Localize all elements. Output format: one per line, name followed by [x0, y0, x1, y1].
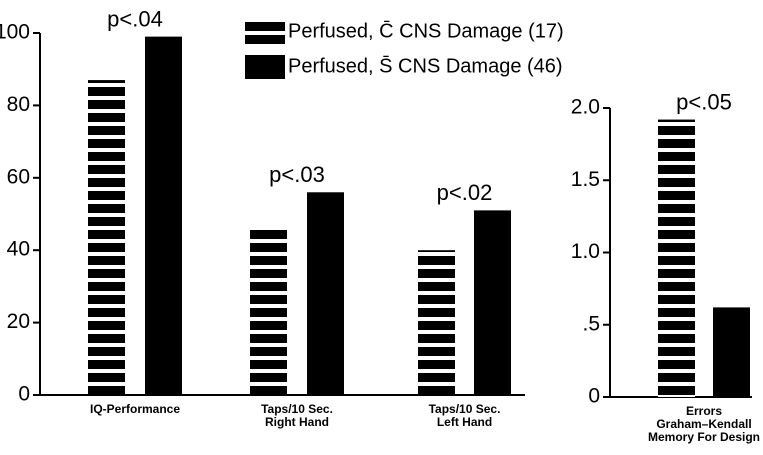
- legend-label: Perfused, S̄ CNS Damage (46): [288, 54, 563, 77]
- annotation: p<.03: [269, 162, 325, 187]
- x-tick-label: Graham–Kendall: [656, 417, 751, 431]
- legend-swatch: [245, 20, 285, 44]
- x-tick-label: Taps/10 Sec.: [429, 402, 501, 416]
- y-tick-label: 1.0: [571, 240, 600, 263]
- y-tick-label: 100: [0, 21, 30, 44]
- annotation: p<.02: [437, 180, 493, 205]
- annotation: p<.04: [107, 6, 163, 31]
- x-tick-label: Taps/10 Sec.: [261, 402, 333, 416]
- bar: [713, 307, 750, 397]
- y-tick-label: 80: [7, 93, 30, 116]
- x-tick-label: Right Hand: [265, 415, 329, 429]
- y-tick-label: .5: [582, 312, 600, 335]
- y-tick-label: 0: [18, 383, 30, 406]
- x-tick-label: Memory For Design: [648, 430, 760, 444]
- y-tick-label: 20: [7, 310, 30, 333]
- bar: [307, 192, 344, 395]
- legend-label: Perfused, C̄ CNS Damage (17): [288, 19, 564, 42]
- annotation: p<.05: [676, 89, 732, 114]
- bar: [250, 228, 287, 395]
- bar: [145, 36, 182, 396]
- y-tick-label: 40: [7, 238, 30, 261]
- y-tick-label: 60: [7, 165, 30, 188]
- y-tick-label: 1.5: [571, 168, 600, 191]
- x-tick-label: Errors: [686, 404, 722, 418]
- y-tick-label: 0: [588, 385, 600, 408]
- x-tick-label: IQ-Performance: [90, 402, 180, 416]
- bar: [658, 119, 695, 397]
- y-tick-label: 2.0: [571, 96, 600, 119]
- bar: [88, 80, 125, 395]
- legend-swatch: [245, 55, 285, 79]
- bar: [418, 250, 455, 395]
- bar: [474, 210, 511, 395]
- x-tick-label: Left Hand: [437, 415, 492, 429]
